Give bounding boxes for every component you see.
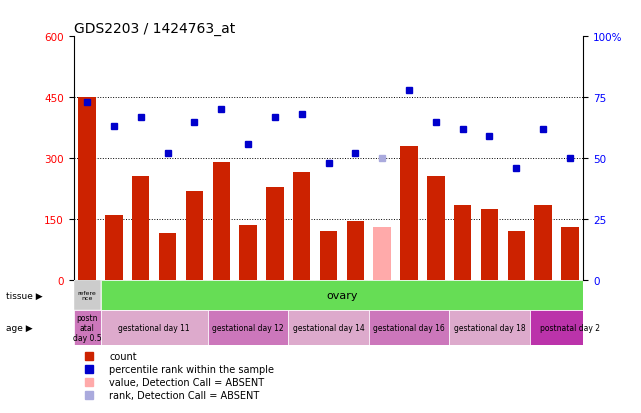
Bar	[481, 209, 498, 280]
Bar	[503, 280, 529, 310]
Bar	[181, 280, 208, 310]
Text: tissue ▶: tissue ▶	[6, 291, 43, 300]
Bar	[315, 280, 342, 310]
Bar	[395, 280, 422, 310]
Text: gestational day 12: gestational day 12	[212, 323, 284, 332]
Bar	[422, 280, 449, 310]
Bar	[374, 228, 391, 280]
Bar	[427, 177, 444, 280]
Bar	[342, 280, 369, 310]
Bar	[449, 310, 529, 345]
Bar	[369, 280, 395, 310]
Bar	[262, 280, 288, 310]
Bar	[476, 280, 503, 310]
Text: gestational day 16: gestational day 16	[373, 323, 445, 332]
Bar	[293, 173, 310, 280]
Bar	[508, 232, 525, 280]
Text: GDS2203 / 1424763_at: GDS2203 / 1424763_at	[74, 22, 235, 36]
Text: count: count	[110, 351, 137, 361]
Bar	[535, 205, 552, 280]
Text: age ▶: age ▶	[6, 323, 33, 332]
Text: postnatal day 2: postnatal day 2	[540, 323, 600, 332]
Text: gestational day 18: gestational day 18	[454, 323, 525, 332]
Bar	[128, 280, 154, 310]
Bar	[320, 232, 337, 280]
Bar	[400, 147, 418, 280]
Bar	[529, 280, 556, 310]
Bar	[101, 280, 128, 310]
Bar	[74, 310, 101, 345]
Bar	[266, 187, 283, 280]
Bar	[561, 228, 579, 280]
Text: rank, Detection Call = ABSENT: rank, Detection Call = ABSENT	[110, 390, 260, 400]
Bar	[78, 98, 96, 280]
Bar	[369, 310, 449, 345]
Text: refere
nce: refere nce	[78, 290, 97, 301]
Text: gestational day 11: gestational day 11	[119, 323, 190, 332]
Bar	[347, 222, 364, 280]
Bar	[74, 280, 101, 310]
Bar	[208, 280, 235, 310]
Bar	[288, 280, 315, 310]
Text: value, Detection Call = ABSENT: value, Detection Call = ABSENT	[110, 377, 265, 387]
Bar	[105, 216, 122, 280]
Text: percentile rank within the sample: percentile rank within the sample	[110, 364, 274, 374]
Bar	[239, 225, 257, 280]
Bar	[235, 280, 262, 310]
Bar	[556, 280, 583, 310]
Bar	[454, 205, 471, 280]
Bar	[186, 191, 203, 280]
Bar	[132, 177, 149, 280]
Bar	[208, 310, 288, 345]
Bar	[159, 234, 176, 280]
Text: ovary: ovary	[326, 290, 358, 300]
Bar	[213, 163, 230, 280]
Text: gestational day 14: gestational day 14	[293, 323, 364, 332]
Bar	[101, 310, 208, 345]
Bar	[449, 280, 476, 310]
Text: postn
atal
day 0.5: postn atal day 0.5	[73, 313, 101, 342]
Bar	[288, 310, 369, 345]
Bar	[154, 280, 181, 310]
Bar	[529, 310, 610, 345]
